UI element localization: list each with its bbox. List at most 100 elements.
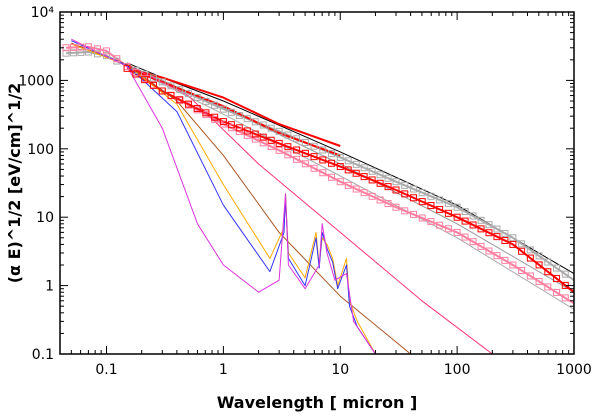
data-point-red-squares (227, 121, 235, 129)
data-point-gray-squares (336, 153, 344, 161)
plot-frame (59, 11, 575, 355)
y-tick-label: 1000 (18, 73, 54, 89)
data-point-red-squares (384, 183, 392, 191)
y-tick-label: 1 (45, 279, 54, 295)
data-point-pink-squares (77, 43, 85, 51)
data-point-gray-squares (319, 146, 327, 154)
data-point-red-squares (336, 163, 344, 171)
data-point-red-squares (352, 169, 360, 177)
data-point-gray-squares (418, 189, 426, 197)
data-point-red-squares (526, 254, 534, 262)
data-point-gray-squares (275, 127, 283, 135)
data-point-pink-squares (469, 238, 477, 246)
data-point-pink-squares (436, 221, 444, 229)
data-point-gray-squares (227, 108, 235, 116)
data-point-red-squares (553, 275, 561, 283)
data-point-gray-squares (328, 150, 336, 158)
data-point-pink-squares (352, 185, 360, 193)
data-point-red-squares (267, 136, 275, 144)
data-point-red-squares (184, 100, 192, 108)
data-point-pink-squares (243, 131, 251, 139)
data-point-gray-squares (293, 135, 301, 143)
data-point-gray-squares (243, 115, 251, 123)
data-point-pink-squares (477, 242, 485, 250)
data-point-red-squares (401, 190, 409, 198)
data-point-red-squares (275, 139, 283, 147)
data-point-pink-squares (113, 55, 121, 63)
y-axis: 0.1 1 10 100 1000 10⁴ (18, 5, 574, 363)
data-point-red-squares (243, 127, 251, 135)
data-point-gray-squares (141, 70, 149, 78)
data-point-pink-squares (293, 155, 301, 163)
data-point-pink-squares (518, 266, 526, 274)
data-point-gray-squares (267, 124, 275, 132)
data-point-red-squares (123, 64, 131, 72)
series-line-blue-bands (71, 40, 376, 354)
data-point-red-squares (284, 143, 292, 151)
data-point-gray-squares (251, 118, 259, 126)
data-point-gray-squares (77, 48, 85, 56)
data-point-gray-squares (344, 157, 352, 165)
data-point-pink-squares (409, 210, 417, 218)
data-point-gray-squares (149, 74, 157, 82)
data-point-gray-squares (392, 178, 400, 186)
data-point-pink-squares (384, 200, 392, 208)
data-point-pink-squares (103, 47, 111, 55)
data-point-pink-squares (485, 247, 493, 255)
data-point-pink-squares (453, 228, 461, 236)
data-point-red-squares (167, 91, 175, 99)
x-axis-title: Wavelength [ micron ] (217, 393, 418, 412)
data-point-gray-squares (301, 138, 309, 146)
data-point-pink-squares (392, 203, 400, 211)
data-point-gray-squares (310, 142, 318, 150)
data-point-red-squares (509, 240, 517, 248)
data-point-pink-squares (84, 43, 92, 51)
data-point-pink-squares (319, 169, 327, 177)
data-point-gray-squares (219, 105, 227, 113)
data-point-red-squares (202, 109, 210, 117)
data-point-pink-squares (544, 283, 552, 291)
data-point-red-squares (544, 268, 552, 276)
data-point-red-squares (259, 133, 267, 141)
data-point-gray-squares (352, 160, 360, 168)
data-point-red-squares (392, 186, 400, 194)
data-point-red-squares (328, 159, 336, 167)
data-point-pink-squares (401, 207, 409, 215)
data-point-gray-squares (211, 101, 219, 109)
y-tick-label: 0.1 (32, 347, 54, 363)
data-point-pink-squares (535, 277, 543, 285)
data-point-red-squares (444, 209, 452, 217)
data-point-red-squares (149, 81, 157, 89)
data-point-pink-squares (376, 196, 384, 204)
x-axis: 0.1 1 10 100 1000 (59, 12, 592, 378)
data-point-red-squares (453, 213, 461, 221)
data-point-gray-squares (384, 174, 392, 182)
x-tick-label: 1000 (556, 362, 592, 378)
data-point-pink-squares (427, 218, 435, 226)
data-point-pink-squares (275, 146, 283, 154)
data-point-red-squares (132, 70, 140, 78)
data-point-red-squares (344, 166, 352, 174)
data-point-red-squares (535, 261, 543, 269)
data-point-red-squares (501, 237, 509, 245)
data-point-red-squares (219, 118, 227, 126)
data-point-gray-squares (360, 164, 368, 172)
data-point-pink-squares (301, 160, 309, 168)
data-point-gray-squares (167, 82, 175, 90)
data-point-gray-squares (235, 111, 243, 119)
data-point-red-squares (376, 179, 384, 187)
y-axis-title: (α E)^1/2 [eV/cm]^1/2 (5, 83, 24, 284)
data-point-red-squares (418, 198, 426, 206)
data-point-gray-squares (485, 221, 493, 229)
data-point-red-squares (461, 217, 469, 225)
data-point-red-squares (319, 156, 327, 164)
series-line-red-thick-upper (126, 67, 341, 147)
marker-layer (62, 43, 569, 302)
data-point-pink-squares (251, 135, 259, 143)
data-point-gray-squares (469, 212, 477, 220)
data-point-gray-squares (176, 86, 184, 94)
data-point-gray-squares (401, 181, 409, 189)
data-point-gray-squares (535, 252, 543, 260)
data-point-gray-squares (436, 196, 444, 204)
